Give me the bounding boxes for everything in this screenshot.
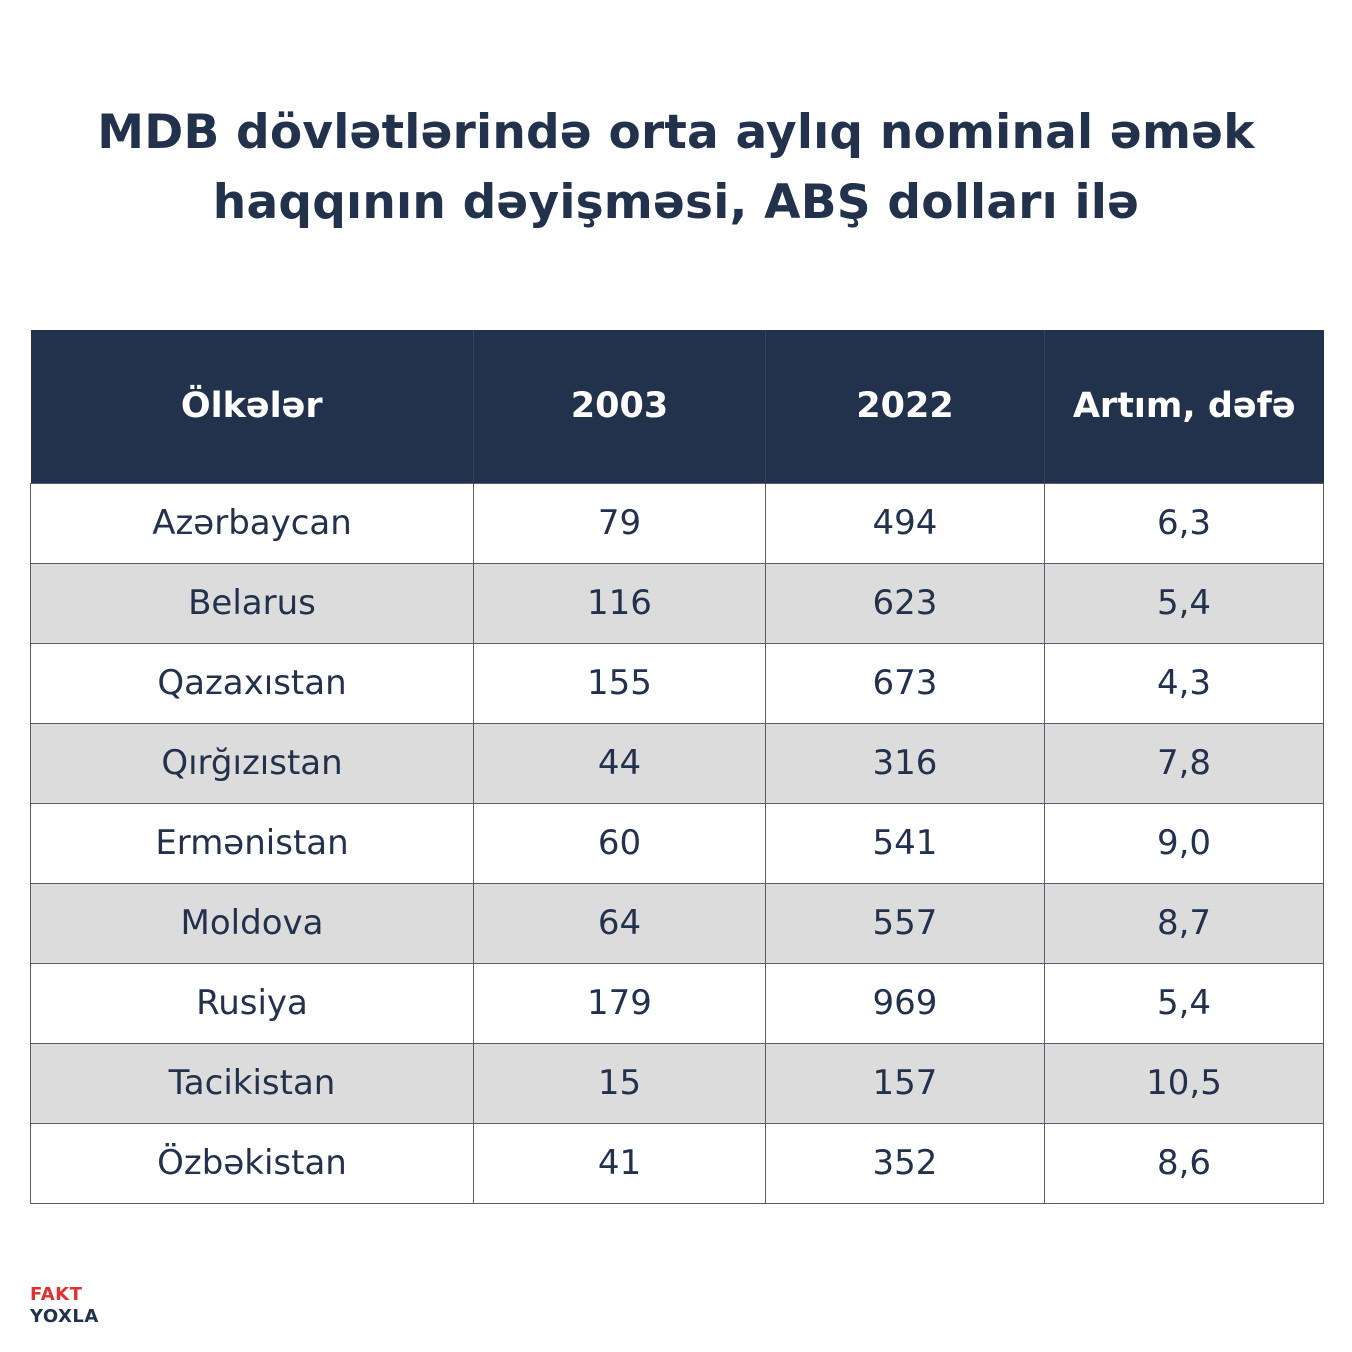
table-row: Moldova 64 557 8,7	[30, 882, 1324, 964]
table-row: Azərbaycan 79 494 6,3	[30, 482, 1324, 564]
cell-2003: 116	[473, 562, 766, 644]
cell-country: Rusiya	[30, 962, 474, 1044]
cell-growth: 8,7	[1044, 882, 1324, 964]
table-header-row: Ölkələr 2003 2022 Artım, dəfə	[30, 330, 1324, 483]
cell-country: Qazaxıstan	[30, 642, 474, 724]
cell-2003: 44	[473, 722, 766, 804]
cell-2022: 557	[765, 882, 1045, 964]
cell-2022: 494	[765, 482, 1045, 564]
table-row: Belarus 116 623 5,4	[30, 562, 1324, 644]
data-table: Ölkələr 2003 2022 Artım, dəfə Azərbaycan…	[30, 330, 1324, 1204]
table-row: Qazaxıstan 155 673 4,3	[30, 642, 1324, 724]
table-row: Qırğızıstan 44 316 7,8	[30, 722, 1324, 804]
fakt-yoxla-logo: FAKT YOXLA	[30, 1284, 120, 1334]
cell-2022: 623	[765, 562, 1045, 644]
page-title: MDB dövlətlərində orta aylıq nominal əmə…	[0, 98, 1352, 238]
cell-growth: 5,4	[1044, 562, 1324, 644]
cell-2022: 316	[765, 722, 1045, 804]
cell-2003: 15	[473, 1042, 766, 1124]
logo-line-1: FAKT	[30, 1284, 83, 1305]
cell-2003: 79	[473, 482, 766, 564]
table-row: Ermənistan 60 541 9,0	[30, 802, 1324, 884]
cell-growth: 4,3	[1044, 642, 1324, 724]
cell-2003: 155	[473, 642, 766, 724]
title-line: haqqının dəyişməsi, ABŞ dolları ilə	[212, 175, 1140, 230]
cell-2003: 179	[473, 962, 766, 1044]
table-row: Rusiya 179 969 5,4	[30, 962, 1324, 1044]
column-header-countries: Ölkələr	[30, 330, 474, 483]
cell-2022: 157	[765, 1042, 1045, 1124]
cell-country: Moldova	[30, 882, 474, 964]
cell-2022: 541	[765, 802, 1045, 884]
cell-country: Tacikistan	[30, 1042, 474, 1124]
cell-2003: 41	[473, 1122, 766, 1204]
table-row: Özbəkistan 41 352 8,6	[30, 1122, 1324, 1204]
column-header-growth: Artım, dəfə	[1044, 330, 1324, 483]
table-body: Azərbaycan 79 494 6,3 Belarus 116 623 5,4 Qazaxı…	[30, 482, 1324, 1204]
cell-country: Özbəkistan	[30, 1122, 474, 1204]
cell-2003: 60	[473, 802, 766, 884]
cell-country: Azərbaycan	[30, 482, 474, 564]
cell-growth: 7,8	[1044, 722, 1324, 804]
cell-country: Belarus	[30, 562, 474, 644]
cell-country: Qırğızıstan	[30, 722, 474, 804]
cell-growth: 6,3	[1044, 482, 1324, 564]
cell-2022: 352	[765, 1122, 1045, 1204]
cell-growth: 5,4	[1044, 962, 1324, 1044]
column-header-2022: 2022	[765, 330, 1045, 483]
cell-growth: 10,5	[1044, 1042, 1324, 1124]
cell-country: Ermənistan	[30, 802, 474, 884]
cell-growth: 8,6	[1044, 1122, 1324, 1204]
table-row: Tacikistan 15 157 10,5	[30, 1042, 1324, 1124]
title-line: MDB dövlətlərində orta aylıq nominal əmə…	[97, 105, 1255, 160]
cell-2003: 64	[473, 882, 766, 964]
cell-growth: 9,0	[1044, 802, 1324, 884]
cell-2022: 673	[765, 642, 1045, 724]
column-header-2003: 2003	[473, 330, 766, 483]
cell-2022: 969	[765, 962, 1045, 1044]
logo-line-2: YOXLA	[30, 1306, 99, 1327]
